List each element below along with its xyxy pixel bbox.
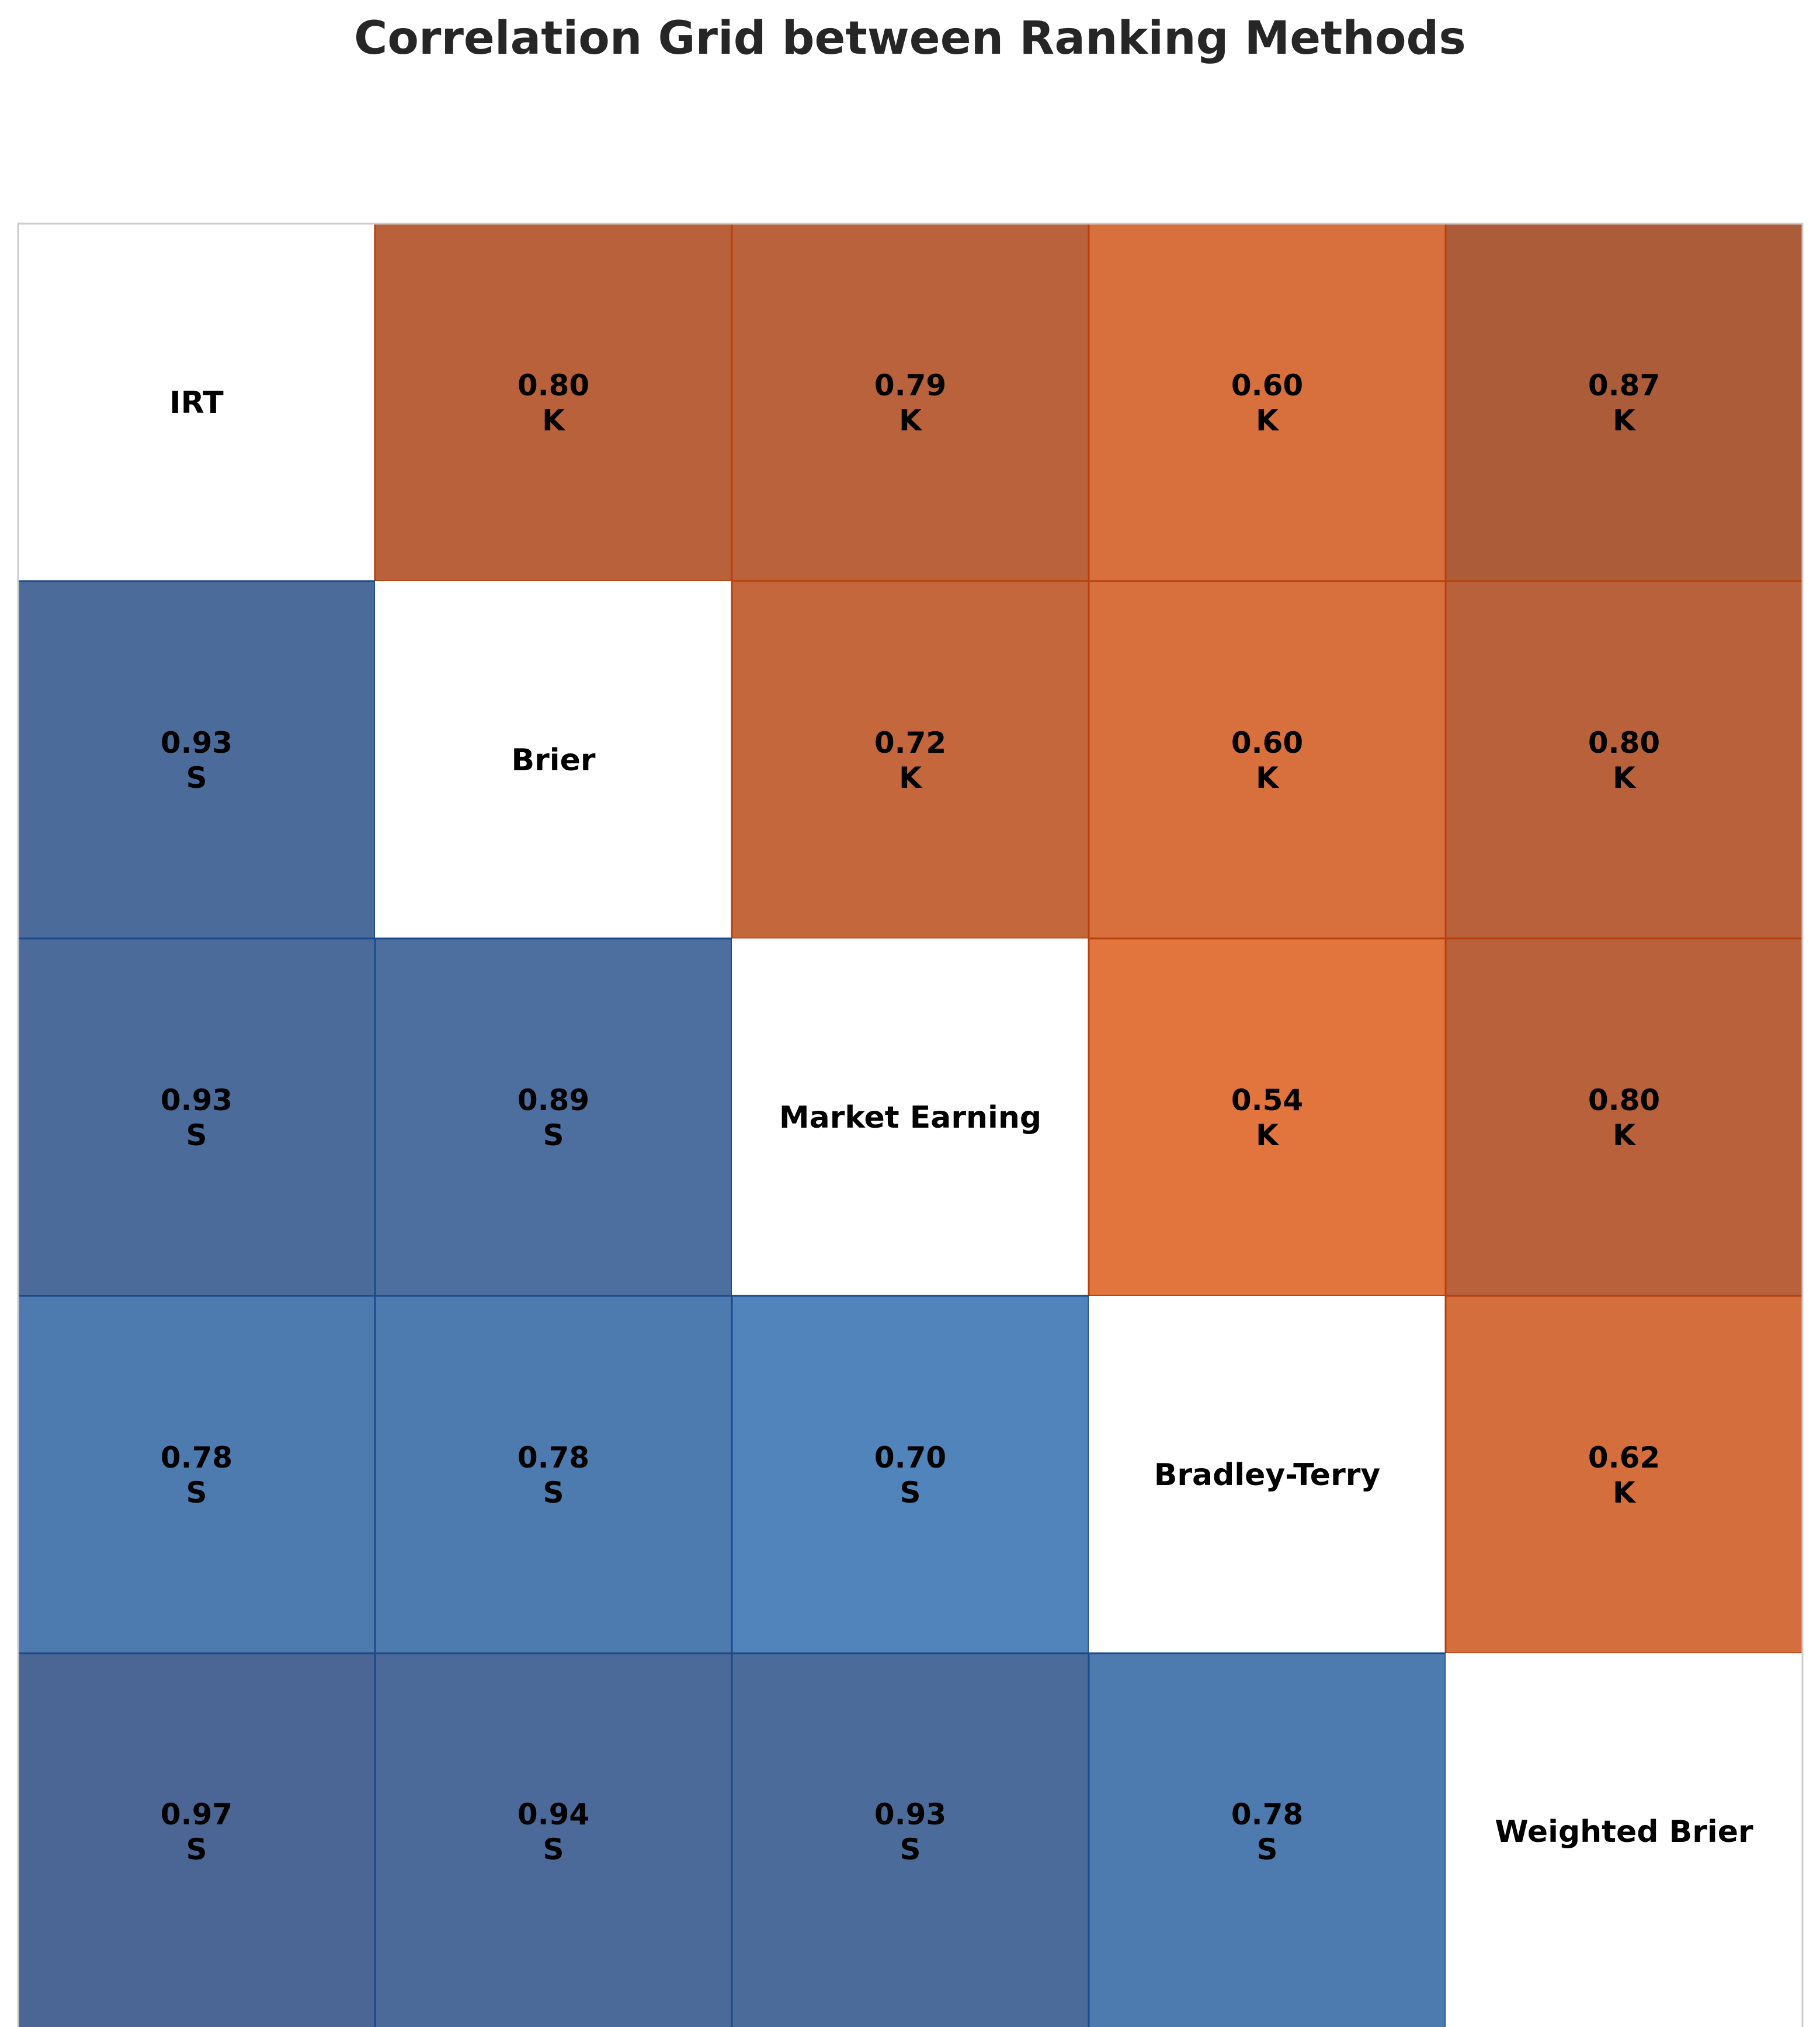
cell-value-r0-c3: 0.60 (1231, 368, 1303, 402)
cell-kind-label-r3-c1: S (543, 1476, 564, 1510)
cell-value-r1-c4: 0.80 (1588, 726, 1660, 760)
cell-kind-label-r3-c2: S (899, 1476, 921, 1510)
spearman-cell-r2-c0 (17, 937, 376, 1297)
kendall-cell-r1-c3 (1088, 580, 1447, 940)
cell-kind-label-r3-c4: K (1613, 1476, 1637, 1510)
spearman-cell-r3-c2 (731, 1295, 1090, 1654)
kendall-cell-r2-c4 (1444, 937, 1804, 1297)
cell-value-r1-c2: 0.72 (874, 726, 946, 760)
cell-kind-label-r2-c0: S (186, 1118, 207, 1152)
diagonal-cell-bradley-terry (1089, 1296, 1446, 1653)
cell-kind-label-r2-c4: K (1613, 1118, 1637, 1152)
cell-value-r4-c2: 0.93 (874, 1797, 946, 1831)
kendall-cell-r2-c3 (1088, 937, 1447, 1297)
method-label-bradley-terry: Bradley-Terry (1154, 1458, 1381, 1493)
cell-kind-label-r1-c2: K (899, 761, 923, 795)
cell-kind-label-r4-c2: S (899, 1833, 921, 1866)
kendall-cell-r3-c4 (1444, 1295, 1804, 1654)
cell-value-r2-c1: 0.89 (517, 1083, 589, 1117)
spearman-cell-r4-c0 (17, 1652, 376, 2027)
cell-value-r4-c3: 0.78 (1231, 1797, 1303, 1831)
cell-kind-label-r4-c1: S (543, 1833, 564, 1866)
spearman-cell-r3-c0 (17, 1295, 376, 1654)
chart-title: Correlation Grid between Ranking Methods (354, 12, 1466, 65)
cell-kind-label-r1-c3: K (1256, 761, 1280, 795)
cell-kind-label-r2-c3: K (1256, 1118, 1280, 1152)
cell-value-r0-c1: 0.80 (517, 368, 589, 402)
cell-kind-label-r0-c4: K (1613, 404, 1637, 437)
cell-kind-label-r1-c0: S (186, 761, 207, 795)
diagonal-cell-market-earning (732, 938, 1089, 1296)
kendall-cell-r0-c1 (374, 222, 733, 582)
cell-value-r3-c2: 0.70 (874, 1441, 946, 1475)
spearman-cell-r4-c1 (374, 1652, 733, 2027)
cell-value-r3-c0: 0.78 (161, 1441, 232, 1475)
cell-value-r2-c4: 0.80 (1588, 1083, 1660, 1117)
spearman-cell-r2-c1 (374, 937, 733, 1297)
kendall-cell-r0-c4 (1444, 222, 1804, 582)
method-label-brier: Brier (511, 743, 595, 778)
cell-kind-label-r0-c2: K (899, 404, 923, 437)
cell-kind-label-r4-c3: S (1256, 1833, 1277, 1866)
method-label-irt: IRT (169, 385, 224, 420)
chart-frame (17, 222, 1804, 2027)
diagonal-cell-weighted-brier (1446, 1653, 1802, 2027)
spearman-cell-r3-c1 (374, 1295, 733, 1654)
cell-value-r3-c1: 0.78 (517, 1441, 589, 1475)
cell-value-r4-c0: 0.97 (161, 1797, 232, 1831)
cell-value-r1-c3: 0.60 (1231, 726, 1303, 760)
kendall-cell-r0-c2 (731, 222, 1090, 582)
spearman-cell-r4-c3 (1088, 1652, 1447, 2027)
kendall-cell-r1-c2 (731, 580, 1090, 940)
cell-value-r0-c4: 0.87 (1588, 368, 1660, 402)
cell-kind-label-r4-c0: S (186, 1833, 207, 1866)
cell-kind-label-r1-c4: K (1613, 761, 1637, 795)
cell-value-r2-c3: 0.54 (1231, 1083, 1303, 1117)
cell-value-r1-c0: 0.93 (161, 726, 232, 760)
diagonal-cell-brier (375, 581, 732, 938)
cell-value-r3-c4: 0.62 (1588, 1441, 1660, 1475)
method-label-weighted-brier: Weighted Brier (1495, 1814, 1753, 1849)
spearman-cell-r4-c2 (731, 1652, 1090, 2027)
cell-kind-label-r0-c3: K (1256, 404, 1280, 437)
cell-kind-label-r2-c1: S (543, 1118, 564, 1152)
cell-kind-label-r3-c0: S (186, 1476, 207, 1510)
cell-kind-label-r0-c1: K (542, 404, 566, 437)
cell-value-r0-c2: 0.79 (874, 368, 946, 402)
cell-value-r4-c1: 0.94 (517, 1797, 589, 1831)
spearman-cell-r1-c0 (17, 580, 376, 940)
diagonal-cell-irt (18, 224, 375, 581)
kendall-cell-r1-c4 (1444, 580, 1804, 940)
cell-value-r2-c0: 0.93 (161, 1083, 232, 1117)
method-label-market-earning: Market Earning (779, 1100, 1041, 1135)
kendall-cell-r0-c3 (1088, 222, 1447, 582)
